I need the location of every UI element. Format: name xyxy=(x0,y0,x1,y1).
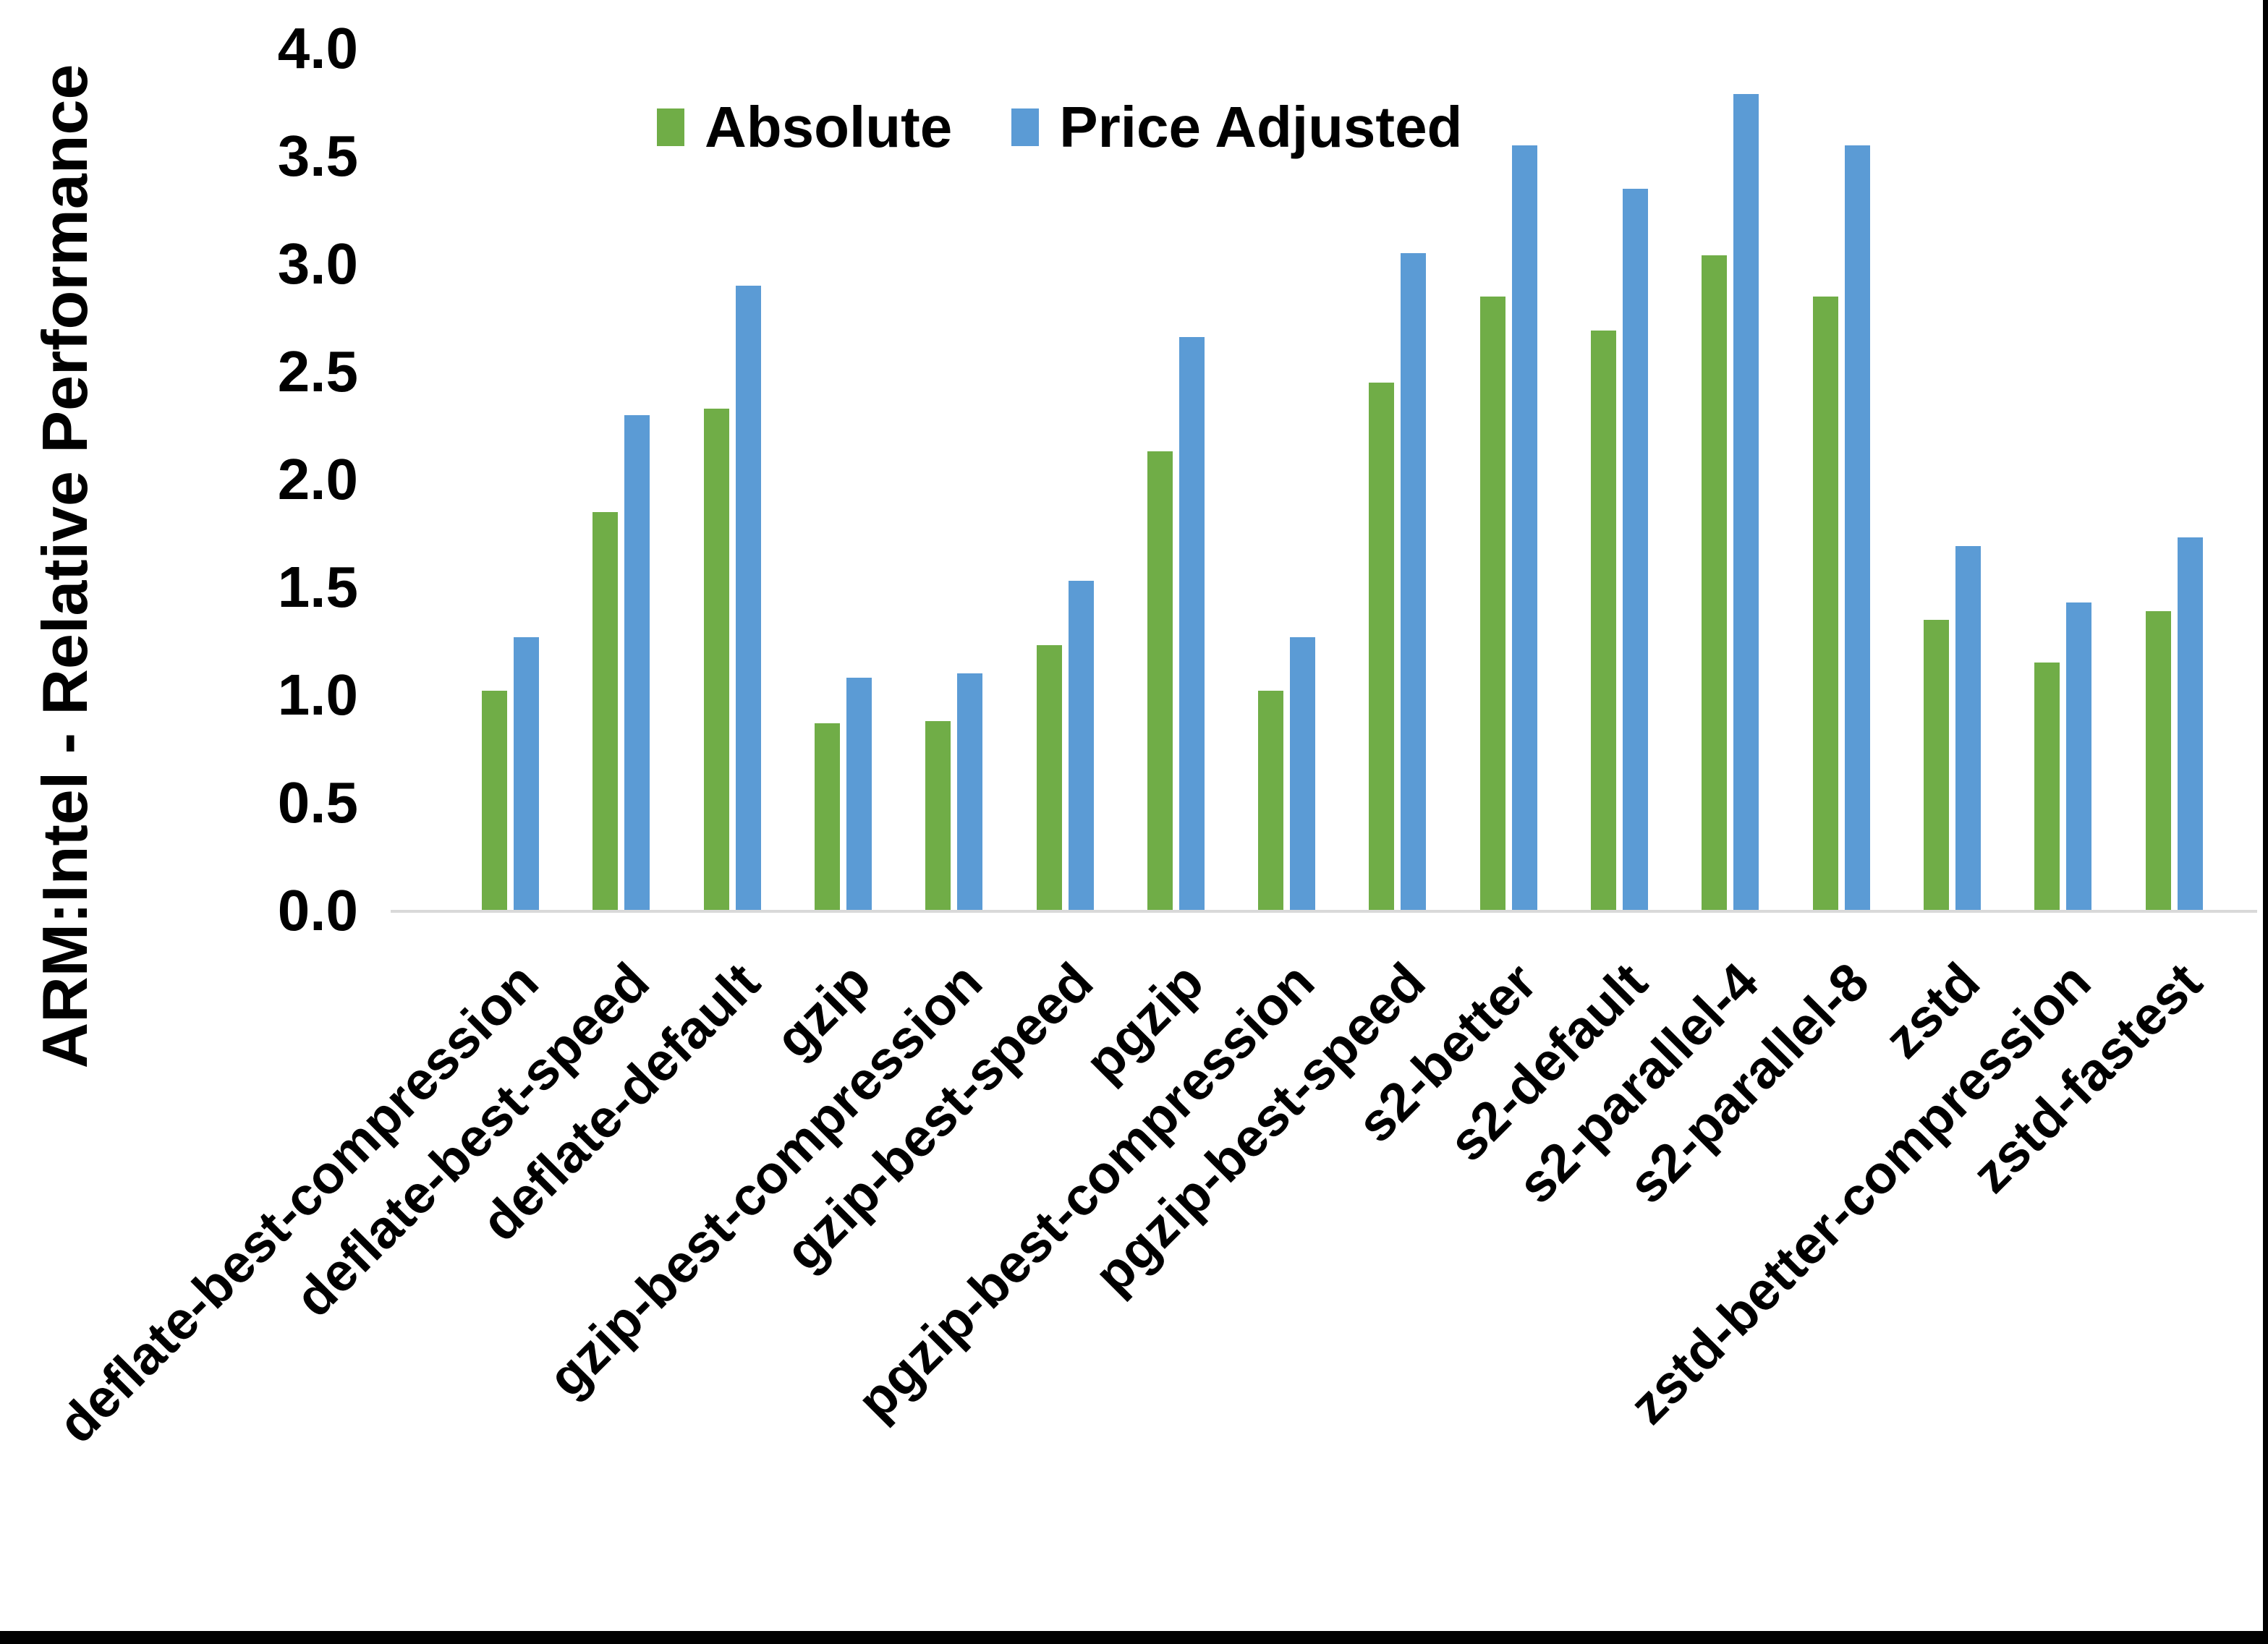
y-tick-label: 2.5 xyxy=(277,339,358,404)
image-border-bottom xyxy=(0,1631,2268,1644)
bar-absolute-s2-default xyxy=(1591,331,1616,910)
bar-absolute-deflate-default xyxy=(703,408,729,910)
bar-absolute-gzip-best-compression xyxy=(925,720,951,910)
bar-absolute-gzip-best-speed xyxy=(1036,645,1062,910)
bar-absolute-pgzip xyxy=(1147,451,1173,910)
image-border-right xyxy=(2263,0,2268,1644)
bar-price-adjusted-s2-default xyxy=(1623,188,1648,910)
bar-absolute-s2-better xyxy=(1479,296,1505,910)
bar-absolute-deflate-best-speed xyxy=(593,511,619,910)
bar-absolute-gzip xyxy=(814,723,840,910)
bar-price-adjusted-s2-better xyxy=(1511,145,1537,910)
y-tick-label: 1.5 xyxy=(277,555,358,619)
y-axis-title: ARM:Intel - Relative Performance xyxy=(29,64,101,1069)
bar-price-adjusted-s2-parallel-4 xyxy=(1733,93,1759,910)
bar-price-adjusted-gzip-best-compression xyxy=(957,673,983,910)
legend-label: Absolute xyxy=(705,95,953,159)
bar-absolute-pgzip-best-speed xyxy=(1369,382,1395,910)
legend-item-price-adjusted: Price Adjusted xyxy=(1011,98,1462,156)
y-tick-label: 2.0 xyxy=(277,447,358,511)
y-tick-label: 4.0 xyxy=(277,16,358,80)
x-tick-label-deflate-best-compression: deflate-best-compression xyxy=(46,951,550,1455)
y-tick-label: 1.0 xyxy=(277,663,358,727)
legend: Absolute Price Adjusted xyxy=(657,98,1462,156)
legend-swatch-icon xyxy=(657,108,684,146)
bar-price-adjusted-pgzip-best-compression xyxy=(1290,636,1316,910)
bar-price-adjusted-gzip xyxy=(846,678,872,910)
bar-price-adjusted-deflate-best-speed xyxy=(624,414,650,910)
bar-absolute-s2-parallel-4 xyxy=(1702,255,1728,910)
bar-price-adjusted-zstd-better-compression xyxy=(2066,602,2092,910)
bar-price-adjusted-gzip-best-speed xyxy=(1068,581,1094,910)
bar-absolute-zstd-better-compression xyxy=(2034,663,2060,910)
bar-absolute-zstd-fastest xyxy=(2145,610,2171,910)
bar-absolute-deflate-best-compression xyxy=(482,691,507,910)
bar-absolute-pgzip-best-compression xyxy=(1258,691,1284,910)
bar-price-adjusted-deflate-best-compression xyxy=(514,636,539,910)
bar-price-adjusted-deflate-default xyxy=(735,285,761,910)
bar-price-adjusted-s2-parallel-8 xyxy=(1844,145,1870,910)
bar-absolute-zstd xyxy=(1923,619,1949,910)
y-tick-label: 3.0 xyxy=(277,231,358,296)
bar-absolute-s2-parallel-8 xyxy=(1812,296,1838,910)
legend-swatch-icon xyxy=(1011,108,1040,146)
bar-price-adjusted-pgzip-best-speed xyxy=(1401,253,1427,910)
y-tick-label: 3.5 xyxy=(277,124,358,188)
bar-price-adjusted-zstd-fastest xyxy=(2177,537,2203,910)
bar-price-adjusted-pgzip xyxy=(1178,337,1205,910)
legend-label: Price Adjusted xyxy=(1059,95,1463,159)
legend-item-absolute: Absolute xyxy=(657,98,952,156)
y-tick-label: 0.5 xyxy=(277,770,358,835)
bar-price-adjusted-zstd xyxy=(1955,546,1981,910)
y-tick-label: 0.0 xyxy=(277,878,358,942)
x-axis-line xyxy=(391,910,2257,913)
